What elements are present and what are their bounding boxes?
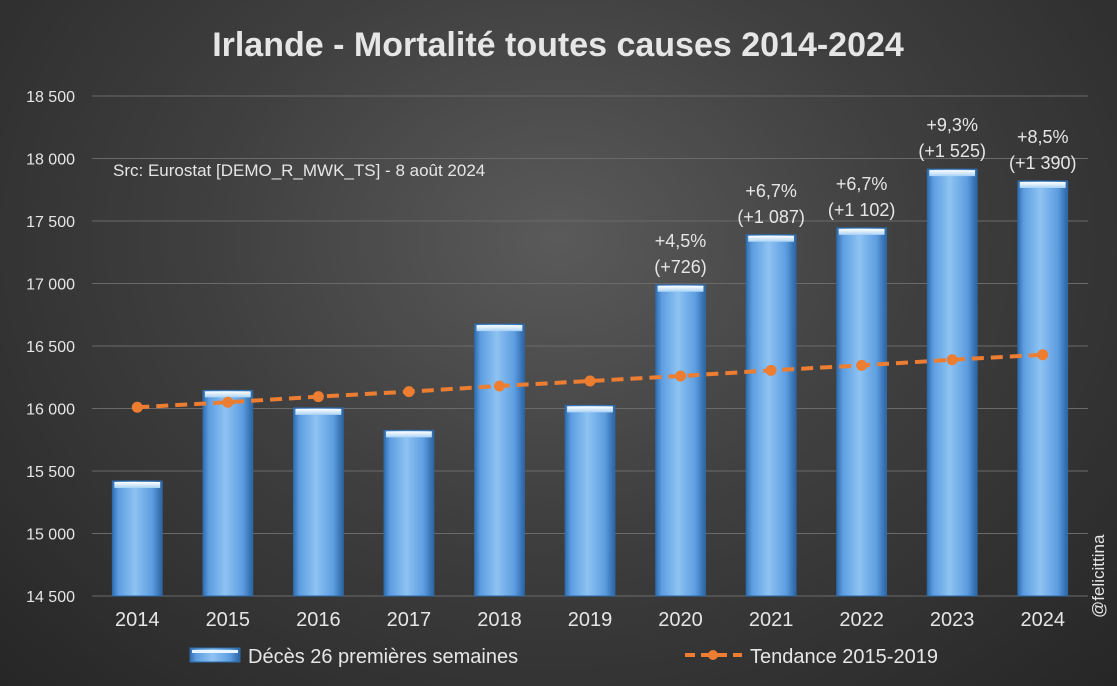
bar-2022 [836, 227, 888, 597]
bar-cap-2019 [567, 406, 613, 413]
bar-2020 [655, 284, 706, 597]
annotation-2023: (+1 525) [918, 141, 986, 161]
trend-point-2016 [312, 391, 324, 403]
bar-cap-2021 [748, 235, 794, 242]
trend-point-2021 [765, 364, 777, 376]
legend-trend-marker [708, 650, 718, 660]
bar-cap-2022 [838, 228, 885, 235]
annotation-2020: +4,5% [655, 231, 707, 251]
y-tick-label: 15 000 [26, 527, 75, 544]
trend-series [131, 349, 1049, 413]
bar-2023 [926, 168, 978, 597]
annotation-2024: +8,5% [1017, 127, 1069, 147]
x-tick-label: 2022 [839, 609, 884, 631]
bar-cap-2018 [476, 325, 523, 332]
y-tick-label: 15 500 [26, 464, 75, 481]
annotation-2023: +9,3% [926, 115, 978, 135]
x-tick-label: 2019 [568, 609, 613, 631]
annotation-2021: (+1 087) [737, 207, 805, 227]
bar-annotations: +4,5% (+726) +6,7% (+1 087) +6,7% (+1 102) +9,… [654, 115, 1076, 277]
bar-2021 [745, 234, 797, 597]
legend-item-trend: Tendance 2015-2019 [685, 646, 938, 668]
trend-point-2020 [675, 370, 687, 382]
trend-point-2022 [856, 359, 868, 371]
annotation-2020: (+726) [654, 257, 707, 277]
annotation-2021: +6,7% [745, 181, 797, 201]
x-tick-label: 2014 [115, 609, 160, 631]
y-tick-label: 16 500 [26, 339, 75, 356]
trend-point-2015 [222, 396, 234, 408]
annotation-2024: (+1 390) [1009, 153, 1077, 173]
bar-cap-2023 [929, 170, 976, 177]
x-tick-label: 2021 [749, 609, 794, 631]
bar-2016 [292, 407, 344, 597]
trend-point-2019 [584, 375, 596, 387]
legend-item-bars: Décès 26 premières semaines [189, 646, 518, 668]
legend-label-trend: Tendance 2015-2019 [750, 646, 938, 668]
y-tick-label: 16 000 [26, 402, 75, 419]
bar-cap-2020 [657, 285, 704, 292]
y-tick-label: 17 000 [26, 277, 75, 294]
x-tick-label: 2017 [387, 609, 432, 631]
annotation-2022: +6,7% [836, 174, 888, 194]
x-tick-label: 2023 [930, 609, 975, 631]
x-axis-ticks: 2014 2015 2016 2017 2018 2019 2020 2021 2022 2023… [115, 609, 1065, 631]
bar-cap-2015 [204, 391, 251, 398]
gridlines [92, 95, 1088, 597]
legend: Décès 26 premières semaines Tendance 201… [189, 646, 938, 668]
y-axis-ticks: 14 500 15 000 15 500 16 000 16 500 17 000 17 5… [26, 89, 75, 606]
bar-2017 [383, 429, 435, 597]
x-tick-label: 2015 [206, 609, 251, 631]
bar-2018 [474, 323, 525, 597]
bar-cap-2016 [295, 408, 342, 415]
x-tick-label: 2024 [1020, 609, 1065, 631]
y-tick-label: 14 500 [26, 589, 75, 606]
trend-point-2017 [403, 386, 415, 398]
legend-label-bars: Décès 26 premières semaines [248, 646, 518, 668]
trend-point-2014 [131, 401, 143, 413]
bar-2015 [202, 389, 254, 597]
y-tick-label: 18 500 [26, 89, 75, 106]
x-tick-label: 2016 [296, 609, 341, 631]
y-tick-label: 18 000 [26, 152, 75, 169]
source-note: Src: Eurostat [DEMO_R_MWK_TS] - 8 août 2… [113, 161, 485, 180]
bar-cap-2014 [114, 482, 161, 488]
bar-2024 [1017, 180, 1069, 597]
watermark: @felicittina [1089, 534, 1108, 618]
bar-series [111, 168, 1069, 597]
trend-point-2023 [946, 354, 958, 366]
bar-2014 [111, 480, 163, 597]
bar-2019 [564, 404, 616, 597]
x-tick-label: 2020 [658, 609, 703, 631]
bar-cap-2024 [1019, 182, 1066, 188]
bar-cap-2017 [386, 431, 432, 438]
y-tick-label: 17 500 [26, 214, 75, 231]
annotation-2022: (+1 102) [828, 200, 896, 220]
chart-title: Irlande - Mortalité toutes causes 2014-2… [212, 26, 904, 64]
trend-point-2018 [493, 380, 505, 392]
trend-point-2024 [1037, 349, 1049, 361]
legend-bar-swatch-cap [192, 650, 238, 653]
x-tick-label: 2018 [477, 609, 522, 631]
